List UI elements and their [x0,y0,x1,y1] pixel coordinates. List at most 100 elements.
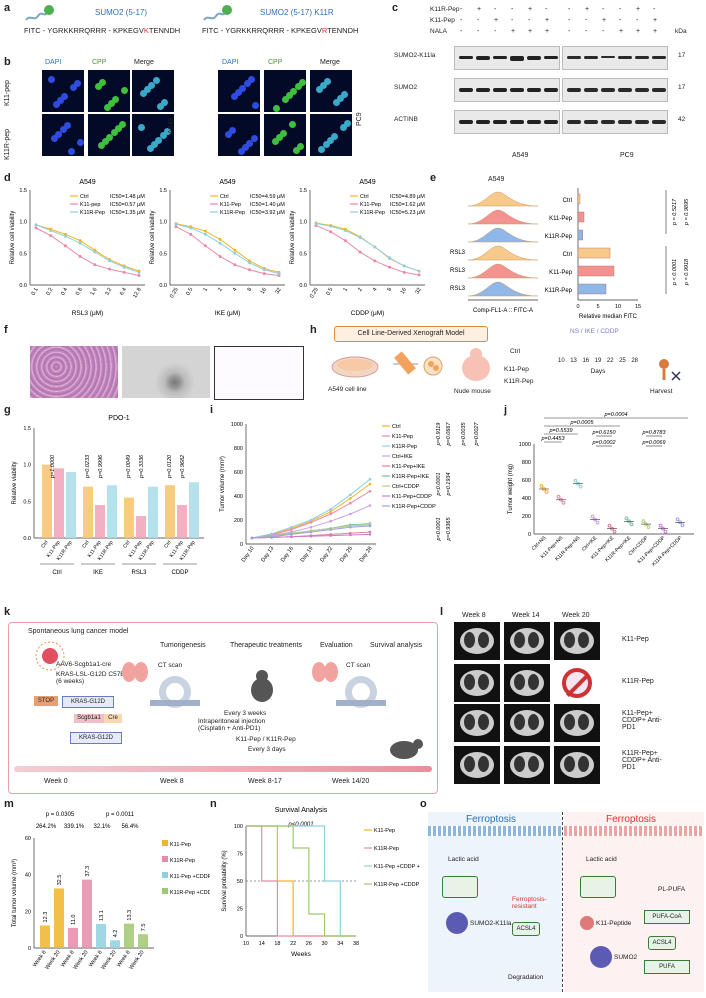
ct-lung-right [478,674,489,690]
ct-lung-left [564,714,575,730]
data-point [349,493,352,497]
bar [107,485,117,538]
data-point [358,250,362,254]
ic50-label: IC50=0.57 μM [110,202,145,208]
cell-nucleus [148,82,155,89]
peptide-icon-right [203,5,232,21]
data-point [218,241,222,245]
bar [42,464,52,538]
cell-nucleus [51,135,58,142]
survival-curve [246,825,356,937]
panel-m: m 0 20 40 60 Total tumor volume (mm³) 12.3 Wee… [0,798,210,998]
panel-l: l Week 8 Week 14 Week 20 K11-Pep K11R-Pe… [440,606,706,796]
histogram [467,281,539,297]
legend-label: Ctrl+CDDP [392,484,420,490]
day-tick: 22 [606,358,614,364]
ct-lung-left [464,756,475,772]
y-tick: 1.0 [23,463,31,469]
aav-virus-icon [35,641,65,671]
blot-band [652,56,666,59]
peptide-right-seq: FITC - YGRKKRRQRRR - KPKEGVRTENNDH [202,26,359,35]
data-point [108,259,112,263]
data-point [137,270,141,274]
data-point [680,523,685,528]
y-tick: 20 [25,909,31,915]
bar [124,923,134,948]
col-cpp-right: CPP [268,59,283,66]
cell-nucleus [60,126,67,133]
day-ticks: 10 13 16 19 22 25 28 [558,358,638,364]
sign: + [653,17,658,24]
data-point [34,223,38,227]
legend-swatch [162,888,168,894]
panel-label-e: e [430,172,437,184]
y-tick: 1.0 [299,220,307,226]
x-tick: 1.6 [90,287,99,297]
data-point [641,519,646,523]
legend-label: Ctrl [392,424,401,430]
o-resistant: Ferroptosis-resistant [512,896,547,910]
day-axis: 10 13 16 19 22 25 28 Days [558,358,638,375]
micrograph [264,114,306,156]
y-tick: 400 [234,494,243,500]
kda-label: kDa [675,28,687,35]
week-8-17: Week 8-17 [248,778,282,785]
bar [124,497,134,538]
blot-band [510,56,524,61]
series-line [251,478,371,539]
cell-nucleus [331,133,338,140]
sign: + [636,28,641,35]
data-point [329,230,333,234]
x-label: IKE (μM) [215,310,241,317]
bar [54,468,64,538]
cell-nucleus [290,88,297,95]
sign: + [511,28,516,35]
sign: - [511,6,514,13]
data-point [349,497,352,500]
ct-slice [554,704,600,742]
chart-title: A549 [359,179,375,186]
cell-nucleus [153,77,160,84]
blot-band [601,120,615,124]
ct-lung-left [464,674,475,690]
series-line [35,224,140,272]
data-point [646,525,651,529]
y-tick: 50 [237,879,243,885]
o-lactic-right: Lactic acid [586,856,617,863]
legend-label: Ctrl [360,194,369,200]
y-tick: 75 [237,852,243,858]
p-value: p<0.0001 [287,822,313,828]
sign: - [494,28,497,35]
series-line [315,222,420,272]
data-point [368,477,372,481]
o-sumo2: SUMO2 [614,954,638,961]
cell-nucleus [239,85,246,92]
sign: + [528,6,533,13]
data-point [203,232,207,236]
y-label: Survival probability (%) [222,850,228,911]
data-point [607,523,612,528]
data-point [612,529,617,534]
panel-label-m: m [4,798,14,810]
ip-injection: Intraperitoneal injection (Cisplatin + A… [198,718,266,732]
p-value: p=0.0027 [474,422,480,447]
p-value: p=0.9119 [436,423,442,447]
bar-xlabel: Relative median FITC [579,314,638,320]
data-point [93,250,97,254]
bar [148,486,158,538]
tumor-growth-chart: 0 200 400 600 800 1000 Tumor volume (mm³) Day 1… [220,422,480,564]
y-label: Relative viability [12,461,18,504]
p-value: p < 0.0001 [672,259,678,286]
legend-label: K11R-Pep+CDDP [392,504,436,510]
cell-nucleus [104,104,111,111]
panel-label-c: c [392,2,399,14]
data-point [49,234,53,238]
day-tick: 16 [582,358,590,364]
blot-band [527,88,541,92]
cell-nucleus [164,128,171,135]
cre-box: Cre [104,714,122,723]
y-tick: 0.5 [19,251,27,257]
percent-label: 32.1% [93,824,111,830]
cell-nucleus [119,121,126,128]
data-point [233,251,237,255]
